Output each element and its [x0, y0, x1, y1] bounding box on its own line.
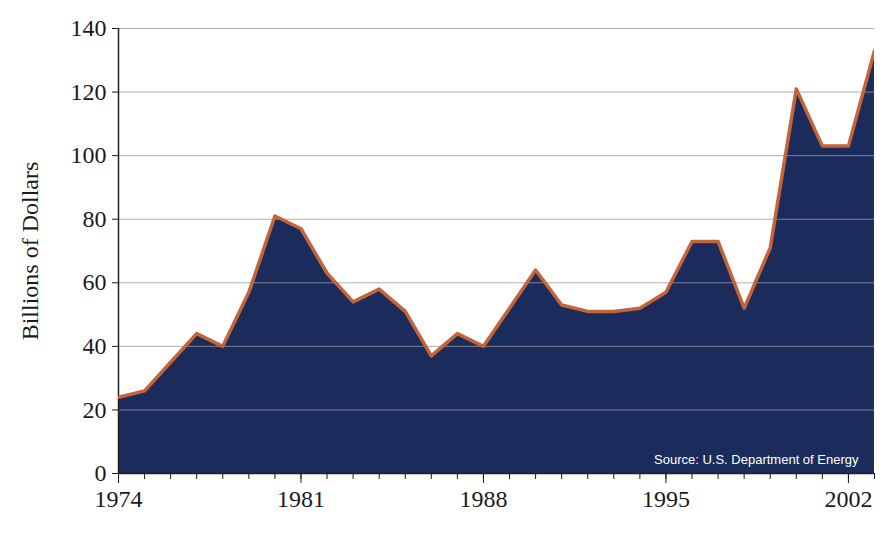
svg-text:Billions of Dollars: Billions of Dollars — [17, 162, 43, 341]
svg-text:0: 0 — [95, 460, 107, 486]
svg-text:1988: 1988 — [459, 486, 507, 512]
svg-text:80: 80 — [83, 206, 107, 232]
svg-text:20: 20 — [83, 397, 107, 423]
svg-text:120: 120 — [71, 79, 107, 105]
svg-text:2002: 2002 — [824, 486, 872, 512]
svg-text:100: 100 — [71, 142, 107, 168]
svg-text:140: 140 — [71, 15, 107, 41]
svg-text:1974: 1974 — [95, 486, 143, 512]
svg-text:40: 40 — [83, 333, 107, 359]
svg-text:Source: U.S. Department of Ene: Source: U.S. Department of Energy — [654, 452, 859, 467]
svg-text:1981: 1981 — [277, 486, 325, 512]
svg-text:60: 60 — [83, 269, 107, 295]
svg-text:1995: 1995 — [642, 486, 690, 512]
